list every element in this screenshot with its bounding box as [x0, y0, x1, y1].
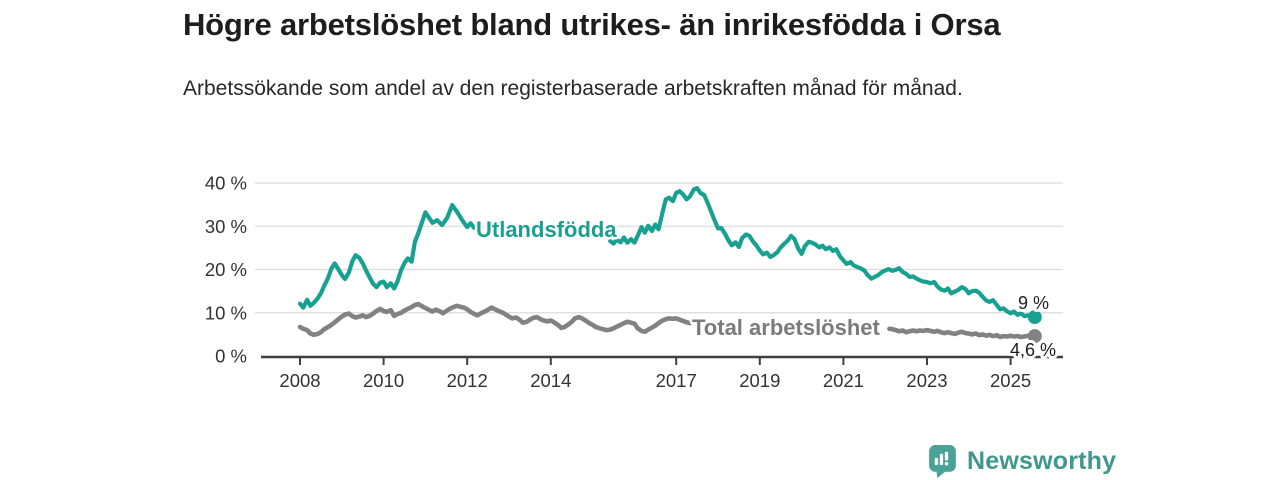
- series-label-utlandsfodda: Utlandsfödda: [476, 217, 617, 242]
- x-tick-label: 2014: [530, 370, 571, 391]
- x-tick-label: 2017: [656, 370, 697, 391]
- x-tick-label: 2008: [279, 370, 320, 391]
- y-tick-label: 0 %: [215, 346, 247, 367]
- end-value-label-total: 4,6 %: [1010, 340, 1056, 360]
- y-tick-label: 40 %: [205, 173, 247, 194]
- newsworthy-logo: Newsworthy: [928, 444, 1116, 479]
- x-tick-label: 2019: [739, 370, 780, 391]
- series-line-total: [887, 326, 1038, 340]
- y-tick-label: 10 %: [205, 302, 247, 323]
- end-value-label-utlandsfodda: 9 %: [1018, 293, 1049, 313]
- end-dot-total: [1027, 329, 1042, 344]
- chart-generated: 0 % 10 % 20 % 30 % 40 % 2008 2010 2012 2014 2017 2…: [205, 173, 1063, 391]
- end-dot-utlandsfodda: [1027, 310, 1042, 325]
- y-tick-label: 20 %: [205, 259, 247, 280]
- series-line-utlandsfodda: [297, 203, 477, 310]
- x-tick-label: 2010: [363, 370, 404, 391]
- chart-subtitle: Arbetssökande som andel av den registerb…: [183, 77, 963, 100]
- newsworthy-wordmark: Newsworthy: [967, 447, 1117, 475]
- newsworthy-icon: [929, 445, 956, 478]
- x-tick-label: 2012: [447, 370, 488, 391]
- x-tick-label: 2025: [990, 370, 1031, 391]
- series-line-utlandsfodda: [608, 186, 1037, 320]
- series-line-total: [297, 301, 693, 338]
- x-tick-label: 2021: [823, 370, 864, 391]
- chart-title: Högre arbetslöshet bland utrikes- än inr…: [183, 7, 1001, 42]
- x-tick-label: 2023: [906, 370, 947, 391]
- series-label-total-arbetsloshet: Total arbetslöshet: [692, 315, 881, 340]
- y-tick-label: 30 %: [205, 216, 247, 237]
